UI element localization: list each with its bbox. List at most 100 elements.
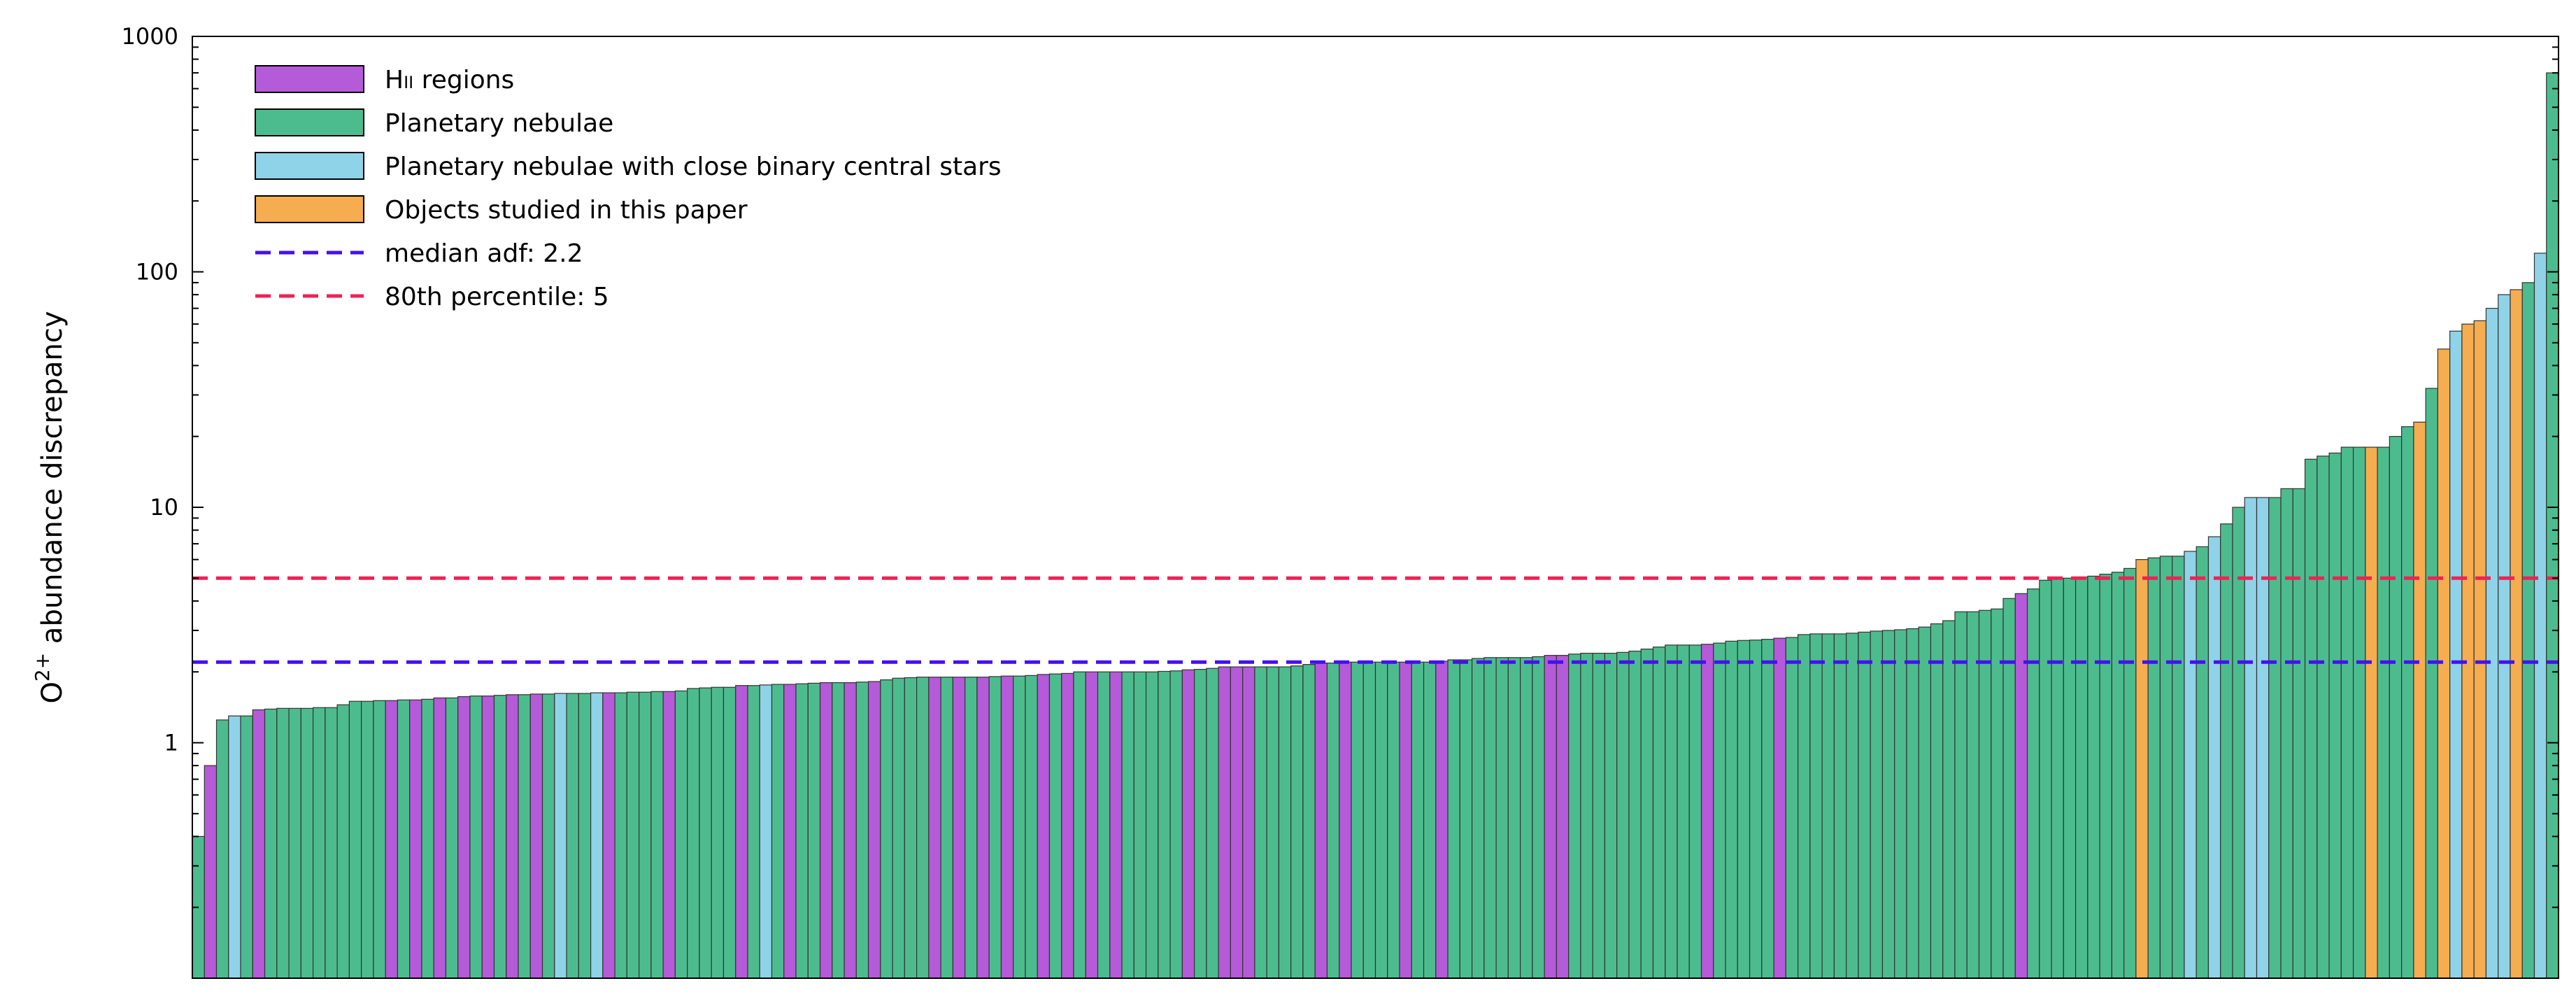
legend-label-main: median adf: 2.2	[385, 239, 583, 268]
bar-pn	[940, 677, 953, 979]
legend-label: Planetary nebulae	[385, 109, 613, 138]
bar-pn	[2220, 523, 2233, 979]
bar-hii	[1314, 663, 1328, 979]
bar-pn	[1966, 611, 1980, 979]
bar-pn	[614, 692, 627, 979]
bar-hii	[867, 681, 881, 979]
bar-pn	[2268, 497, 2282, 979]
bar-pn	[1918, 626, 1932, 979]
bar-pn	[988, 676, 1002, 979]
bar-pn	[2401, 426, 2414, 979]
bar-pn	[1881, 630, 1895, 979]
bar-pn	[1592, 652, 1606, 979]
bar-pn	[1604, 652, 1618, 979]
bar-pn	[1568, 654, 1581, 979]
legend-label: median adf: 2.2	[385, 239, 583, 268]
bar-pn	[1362, 661, 1376, 979]
bar-pn	[2546, 72, 2559, 979]
bar-pn	[1991, 608, 2004, 979]
bar-pn	[2123, 567, 2137, 979]
bar-pn	[699, 687, 712, 979]
bar-pn	[1942, 620, 1956, 979]
bar-pn	[1193, 668, 1207, 979]
bar-pn	[1725, 640, 1738, 979]
bar-pn	[518, 694, 531, 979]
bar-pn	[578, 693, 592, 979]
bar-pn	[1858, 631, 1871, 979]
bar-hii	[976, 677, 990, 979]
bar-hii	[928, 677, 941, 979]
bar-cb	[590, 692, 604, 979]
bar-pn	[2377, 446, 2390, 979]
bar-pn	[325, 707, 338, 979]
bar-cb	[2498, 294, 2511, 979]
bar-pn	[2317, 456, 2330, 979]
bar-pn	[1374, 661, 1388, 979]
bar-pn	[1616, 651, 1630, 979]
bar-pn	[2063, 577, 2077, 979]
legend-swatch-hii	[255, 65, 364, 93]
bar-pn	[674, 690, 688, 979]
bar-pn	[276, 707, 290, 979]
bar-pn	[2087, 575, 2100, 979]
bar-hii	[783, 684, 797, 979]
bar-hii	[1339, 661, 1352, 979]
bar-hii	[844, 682, 857, 979]
legend-label-roman-numeral: II	[404, 73, 413, 92]
bar-pn	[1665, 644, 1678, 979]
bar-cb	[2449, 330, 2463, 979]
y-axis: 1000 100 10 1	[122, 23, 2559, 979]
bar-hii	[952, 677, 966, 979]
bar-pn	[1351, 661, 1364, 979]
bar-cb	[2533, 253, 2547, 979]
bar-cb	[2207, 536, 2221, 979]
bar-pn	[2292, 488, 2306, 979]
bar-pn	[1278, 666, 1292, 979]
bar-cb	[2184, 551, 2197, 979]
legend-label: HII regions	[385, 66, 514, 94]
bar-pn	[650, 691, 664, 979]
legend-label-main: 80th percentile: 5	[385, 283, 609, 311]
bar-pn	[493, 695, 507, 979]
bar-pn	[1761, 639, 1774, 979]
bar-pn	[1713, 642, 1726, 979]
bar-hii	[1556, 655, 1570, 979]
bar-pn	[747, 685, 760, 979]
bar-pn	[832, 682, 845, 979]
bar-hii	[735, 685, 748, 979]
bar-pn	[1749, 640, 1763, 979]
bar-pn	[2521, 282, 2535, 979]
bar-hii	[1399, 661, 1412, 979]
bar-pn	[361, 700, 374, 979]
bar-pn	[1846, 633, 1859, 979]
bar-pn	[1833, 633, 1847, 979]
y-tick-label: 1000	[122, 23, 178, 50]
bar-pn	[2039, 579, 2052, 979]
bar-pn	[2425, 388, 2438, 979]
bar-pn	[1206, 668, 1219, 979]
bar-pn	[1073, 671, 1086, 979]
bar-pn	[2389, 436, 2403, 979]
bar-tp	[2473, 320, 2487, 979]
bar-pn	[1737, 640, 1751, 979]
bar-pn	[1302, 664, 1316, 979]
legend-swatch-tp	[255, 195, 364, 223]
bar-pn	[1978, 609, 1992, 979]
bar-hii	[1000, 675, 1014, 979]
bar-hii	[1435, 661, 1449, 979]
bar-pn	[2172, 556, 2185, 979]
bar-pn	[288, 707, 301, 979]
bar-tp	[2413, 421, 2426, 979]
bar-hii	[506, 694, 519, 979]
legend-label-main: Planetary nebulae	[385, 109, 613, 138]
bar-pn	[639, 691, 652, 979]
bar-tp	[2135, 559, 2149, 979]
bar-pn	[687, 688, 700, 979]
bar-pn	[1447, 659, 1460, 979]
bar-hii	[2014, 593, 2028, 979]
bar-tp	[2510, 289, 2523, 979]
bar-pn	[2002, 598, 2016, 979]
bar-pn	[445, 697, 459, 979]
legend-label-main: H	[385, 66, 404, 94]
bar-hii	[385, 700, 399, 979]
